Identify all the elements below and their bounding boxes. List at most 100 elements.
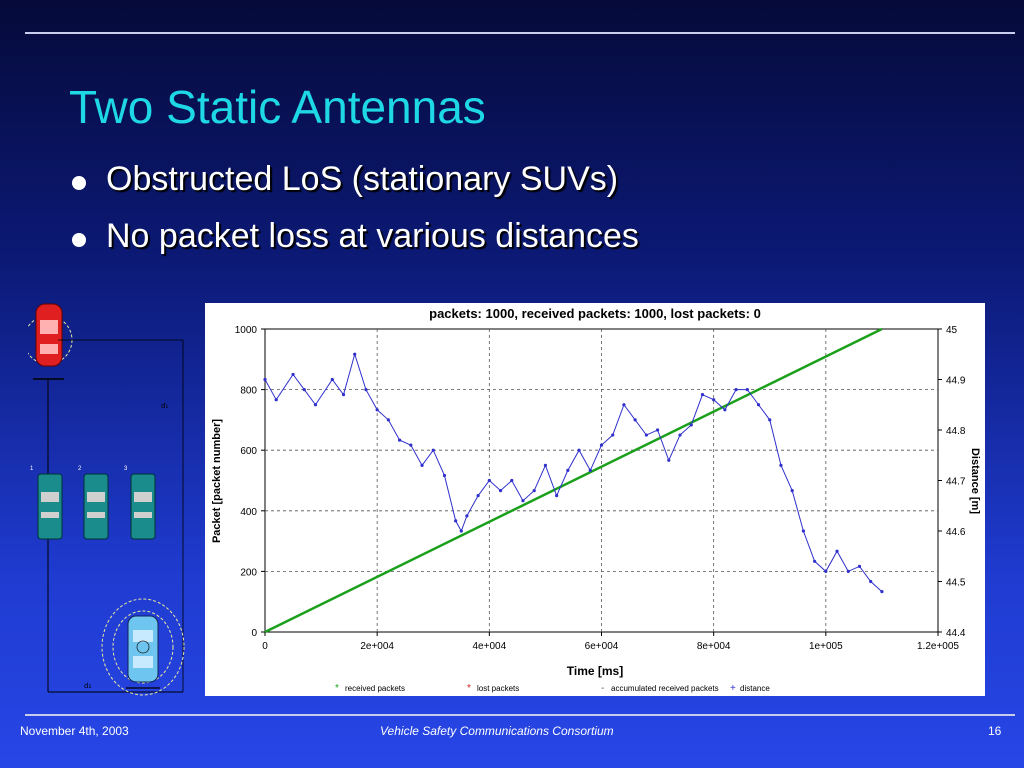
distance-point: [723, 408, 727, 412]
distance-point: [588, 468, 592, 472]
label-d2: d₂: [84, 682, 91, 690]
suv-number: 2: [78, 466, 82, 472]
legend-label: lost packets: [477, 684, 519, 693]
y-tick-label: 0: [251, 628, 257, 639]
x-axis-label: Time [ms]: [567, 664, 623, 678]
distance-point: [611, 433, 615, 437]
x-tick-label: 8e+004: [697, 641, 731, 652]
y-tick-label: 600: [240, 446, 257, 457]
slide-title: Two Static Antennas: [69, 81, 486, 133]
distance-point: [420, 463, 424, 467]
suv-icon: [130, 473, 156, 540]
distance-point: [364, 388, 368, 392]
legend-label: received packets: [345, 684, 405, 693]
y2-axis-label: Distance [m]: [969, 448, 981, 514]
distance-point: [745, 388, 749, 392]
bullet-dot-icon: [72, 176, 86, 190]
label-d1: d₁: [161, 402, 168, 410]
distance-point: [454, 519, 458, 523]
x-tick-label: 0: [262, 641, 268, 652]
distance-point: [459, 529, 463, 533]
legend-label: accumulated received packets: [611, 684, 719, 693]
distance-point: [644, 433, 648, 437]
distance-point: [476, 494, 480, 498]
distance-point: [756, 403, 761, 407]
distance-point: [532, 489, 536, 493]
distance-point: [386, 418, 390, 422]
x-tick-label: 2e+004: [360, 641, 394, 652]
distance-point: [779, 463, 783, 467]
distance-point: [510, 478, 514, 483]
footer-date: November 4th, 2003: [20, 724, 129, 738]
page-number: 16: [988, 724, 1002, 738]
bullet-text: No packet loss at various distances: [106, 217, 639, 255]
packet-distance-chart: packets: 1000, received packets: 1000, l…: [205, 303, 985, 696]
distance-point: [813, 559, 817, 563]
suv-number: 3: [124, 466, 128, 472]
y2-tick-label: 44.6: [946, 527, 966, 538]
scenario-diagram: d₁ d₂ 1 2 3: [23, 298, 198, 698]
distance-point: [313, 403, 318, 407]
distance-point: [302, 388, 306, 392]
bottom-divider: [25, 714, 1015, 716]
chart-svg: packets: 1000, received packets: 1000, l…: [211, 306, 981, 694]
distance-point: [398, 438, 402, 442]
bullet-text: Obstructed LoS (stationary SUVs): [106, 160, 619, 198]
distance-point: [700, 393, 705, 397]
distance-point: [857, 564, 862, 568]
distance-point: [442, 473, 447, 478]
distance-point: [599, 443, 604, 447]
distance-point: [689, 423, 693, 427]
distance-point: [409, 443, 413, 447]
y2-tick-label: 44.7: [946, 477, 966, 488]
y-tick-label: 400: [240, 507, 257, 518]
distance-point: [835, 549, 839, 553]
transmitter-car-icon: [23, 303, 73, 367]
legend-marker: -: [601, 683, 604, 694]
distance-point: [846, 569, 850, 573]
distance-point: [577, 448, 581, 452]
x-tick-label: 1e+005: [809, 641, 843, 652]
distance-point: [622, 403, 626, 407]
distance-point: [330, 377, 334, 382]
distance-point: [712, 398, 716, 402]
distance-point: [375, 408, 379, 412]
distance-point: [633, 418, 637, 422]
distance-point: [498, 489, 503, 493]
distance-point: [431, 448, 435, 452]
distance-point: [678, 433, 682, 437]
legend-marker: *: [335, 683, 339, 694]
suv-icon: [37, 473, 63, 540]
y2-tick-label: 44.8: [946, 426, 966, 437]
y-tick-label: 200: [240, 567, 257, 578]
series-line-distance: [264, 352, 883, 592]
distance-point: [880, 590, 884, 594]
distance-point: [274, 398, 278, 402]
distance-point: [353, 352, 357, 356]
y-tick-label: 800: [240, 386, 257, 397]
y2-tick-label: 44.4: [946, 628, 966, 639]
distance-point: [667, 458, 671, 462]
receiver-car-icon: [101, 598, 185, 696]
distance-point: [465, 514, 469, 518]
distance-point: [790, 489, 794, 493]
top-divider: [25, 32, 1015, 34]
legend-marker: *: [467, 683, 471, 694]
x-tick-label: 6e+004: [585, 641, 619, 652]
distance-point: [291, 372, 295, 377]
chart-title: packets: 1000, received packets: 1000, l…: [429, 306, 761, 321]
suv-number: 1: [30, 466, 34, 472]
distance-point: [655, 428, 660, 432]
x-tick-label: 4e+004: [473, 641, 507, 652]
distance-point: [801, 529, 806, 533]
distance-point: [263, 377, 267, 382]
y-tick-label: 1000: [235, 325, 258, 336]
suv-icon: [83, 473, 109, 540]
legend-marker: +: [730, 683, 736, 694]
distance-point: [869, 579, 873, 584]
distance-point: [555, 494, 559, 498]
distance-point: [521, 499, 525, 503]
distance-point: [341, 393, 346, 397]
series-line-received-packets: [264, 327, 883, 634]
y2-tick-label: 45: [946, 325, 958, 336]
